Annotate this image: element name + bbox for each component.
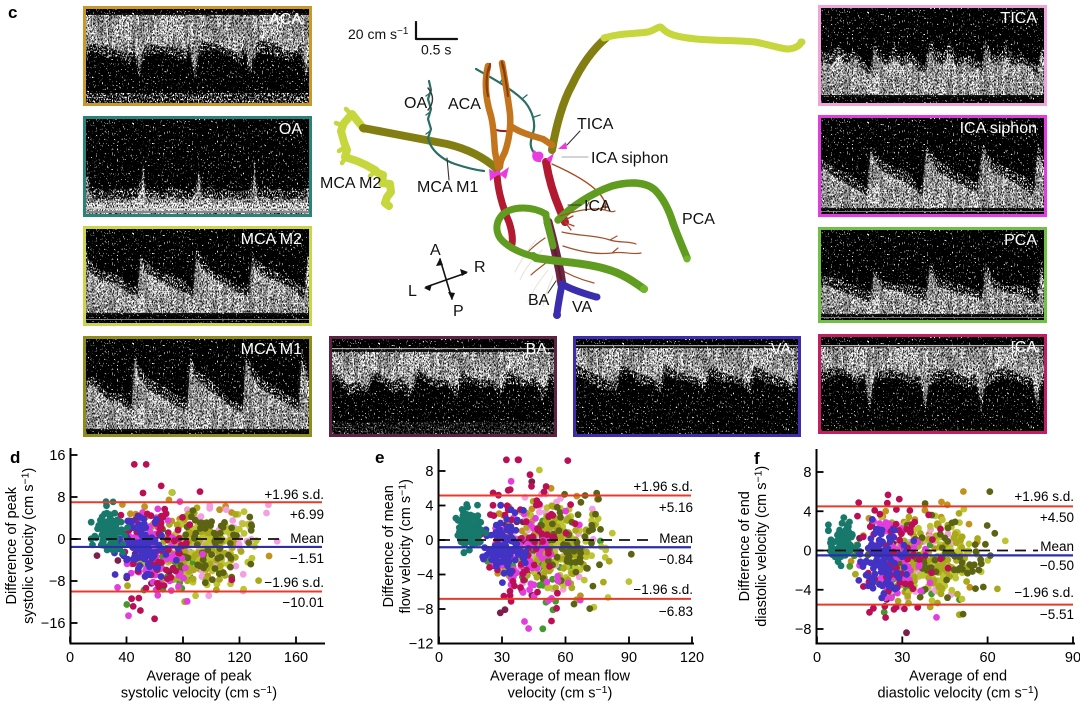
svg-text:ICA siphon: ICA siphon — [591, 150, 668, 167]
svg-text:Mean: Mean — [290, 531, 324, 546]
svg-text:−8: −8 — [417, 602, 434, 618]
svg-text:Difference of end: Difference of end — [737, 491, 753, 601]
svg-text:velocity (cm s−1): velocity (cm s−1) — [508, 684, 613, 702]
svg-text:Difference of peak: Difference of peak — [4, 486, 20, 604]
svg-text:R: R — [474, 259, 486, 276]
svg-text:−1.51: −1.51 — [290, 551, 324, 566]
svg-text:MCA M2: MCA M2 — [320, 175, 381, 192]
svg-text:−8: −8 — [795, 622, 812, 638]
svg-text:+1.96 s.d.: +1.96 s.d. — [1014, 489, 1074, 504]
svg-text:Average of mean flow: Average of mean flow — [490, 669, 631, 685]
svg-text:4: 4 — [425, 499, 433, 515]
svg-text:−1.96 s.d.: −1.96 s.d. — [264, 575, 324, 590]
svg-text:−10.01: −10.01 — [282, 595, 324, 610]
svg-text:0: 0 — [813, 650, 821, 666]
svg-text:8: 8 — [57, 490, 65, 506]
svg-text:30: 30 — [894, 650, 910, 666]
svg-text:16: 16 — [49, 448, 65, 464]
svg-text:A: A — [430, 242, 441, 259]
svg-text:40: 40 — [118, 650, 134, 666]
svg-text:−4: −4 — [795, 583, 812, 599]
svg-text:Average of peak: Average of peak — [146, 669, 252, 685]
svg-text:+6.99: +6.99 — [290, 507, 324, 522]
svg-text:PCA: PCA — [682, 211, 715, 228]
svg-text:80: 80 — [175, 650, 191, 666]
svg-text:OA: OA — [404, 95, 427, 112]
svg-text:Difference of mean: Difference of mean — [381, 485, 397, 607]
svg-text:diastolic velocity (cm s−1): diastolic velocity (cm s−1) — [753, 466, 771, 627]
svg-text:4: 4 — [803, 504, 811, 520]
svg-text:+1.96 s.d.: +1.96 s.d. — [264, 487, 324, 502]
svg-text:60: 60 — [557, 650, 573, 666]
svg-text:systolic velocity (cm s−1): systolic velocity (cm s−1) — [20, 468, 38, 624]
svg-text:−16: −16 — [41, 616, 66, 632]
svg-text:120: 120 — [680, 650, 704, 666]
svg-text:8: 8 — [425, 464, 433, 480]
svg-text:P: P — [453, 303, 464, 320]
svg-text:0: 0 — [425, 533, 433, 549]
svg-text:0.5 s: 0.5 s — [421, 42, 451, 58]
svg-text:0: 0 — [57, 532, 65, 548]
svg-text:160: 160 — [284, 650, 308, 666]
svg-text:120: 120 — [227, 650, 251, 666]
svg-text:ICA: ICA — [584, 198, 611, 215]
svg-text:0: 0 — [66, 650, 74, 666]
svg-text:flow velocity (cm s−1): flow velocity (cm s−1) — [397, 479, 415, 613]
svg-text:0: 0 — [803, 544, 811, 560]
svg-text:MCA M1: MCA M1 — [417, 179, 478, 196]
svg-text:0: 0 — [435, 650, 443, 666]
svg-text:+4.50: +4.50 — [1040, 510, 1074, 525]
svg-text:L: L — [408, 283, 417, 300]
svg-text:20 cm s−1: 20 cm s−1 — [348, 26, 409, 42]
svg-text:−0.50: −0.50 — [1040, 558, 1074, 573]
svg-text:diastolic velocity (cm s−1): diastolic velocity (cm s−1) — [877, 684, 1038, 702]
svg-text:90: 90 — [621, 650, 637, 666]
svg-text:TICA: TICA — [577, 116, 614, 133]
svg-text:8: 8 — [803, 465, 811, 481]
svg-text:+5.16: +5.16 — [659, 500, 693, 515]
svg-text:Mean: Mean — [659, 531, 693, 546]
svg-text:VA: VA — [572, 299, 592, 316]
svg-text:−4: −4 — [417, 568, 434, 584]
svg-text:−0.84: −0.84 — [659, 552, 694, 567]
svg-text:30: 30 — [494, 650, 510, 666]
svg-text:−1.96 s.d.: −1.96 s.d. — [633, 582, 693, 597]
svg-text:Average of end: Average of end — [909, 669, 1007, 685]
svg-text:−12: −12 — [409, 637, 434, 653]
svg-text:systolic velocity (cm s−1): systolic velocity (cm s−1) — [121, 684, 277, 702]
svg-text:90: 90 — [1065, 650, 1080, 666]
svg-text:Mean: Mean — [1040, 539, 1074, 554]
svg-text:BA: BA — [528, 292, 550, 309]
svg-text:−6.83: −6.83 — [659, 604, 693, 619]
svg-text:−1.96 s.d.: −1.96 s.d. — [1014, 585, 1074, 600]
svg-text:−8: −8 — [49, 574, 66, 590]
svg-text:−5.51: −5.51 — [1040, 607, 1074, 622]
svg-text:ACA: ACA — [448, 96, 481, 113]
svg-text:60: 60 — [980, 650, 996, 666]
svg-text:+1.96 s.d.: +1.96 s.d. — [633, 479, 693, 494]
